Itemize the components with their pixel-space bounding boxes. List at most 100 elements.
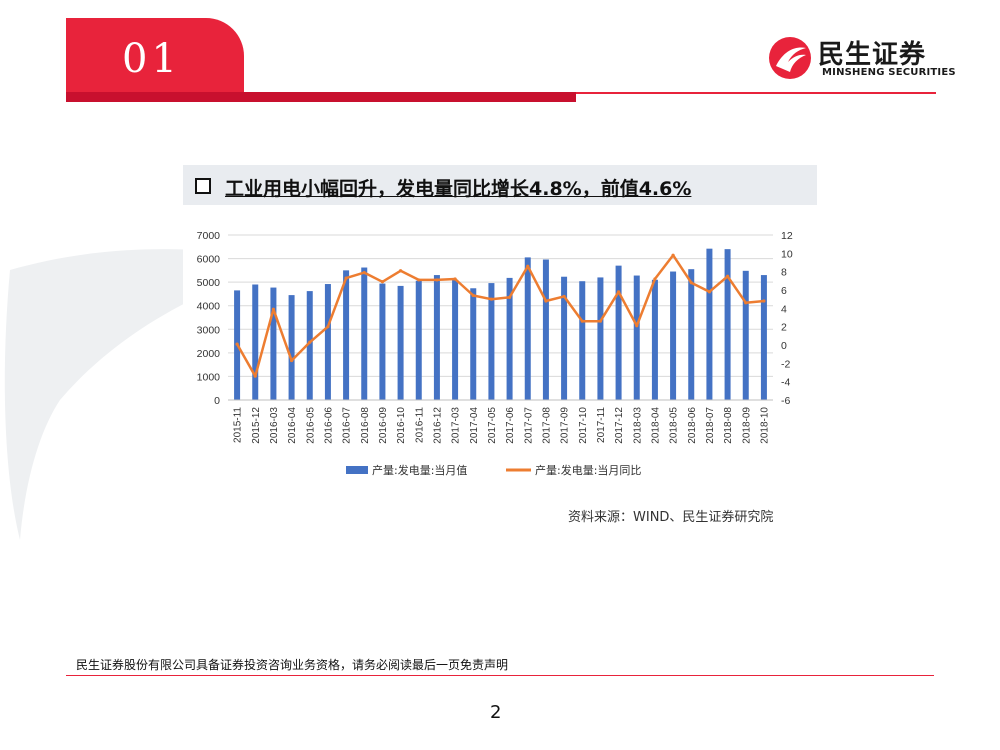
legend-line-label: 产量:发电量:当月同比 (535, 463, 641, 477)
background-swoosh-watermark (4, 249, 291, 540)
page-number: 2 (490, 702, 502, 723)
line-point (235, 342, 239, 346)
line-point (453, 277, 457, 281)
bar (252, 284, 259, 400)
bar (415, 280, 422, 400)
line-point (653, 277, 657, 281)
bar (597, 277, 604, 400)
x-tick-label: 2015-12 (251, 407, 262, 444)
section-number: 01 (122, 36, 181, 82)
x-tick-label: 2016-12 (432, 407, 443, 444)
series-line (236, 253, 765, 378)
x-tick-label: 2016-06 (323, 407, 334, 444)
bar (488, 283, 495, 400)
line-point (526, 264, 530, 268)
x-tick-label: 2018-09 (741, 407, 752, 444)
y-left-tick-label: 2000 (197, 348, 221, 360)
y-left-tick-label: 7000 (197, 230, 221, 242)
x-tick-label: 2017-07 (523, 407, 534, 444)
x-tick-label: 2017-04 (469, 407, 480, 444)
x-tick-label: 2017-05 (487, 407, 498, 444)
x-tick-label: 2016-04 (287, 407, 298, 444)
line-point (689, 281, 693, 285)
y-right-tick-label: 4 (781, 303, 787, 315)
bar (397, 285, 404, 400)
bar (270, 287, 277, 400)
legend-bar-label: 产量:发电量:当月值 (372, 463, 467, 477)
bar (724, 249, 731, 400)
y-right-tick-label: 2 (781, 322, 787, 334)
legend-bar-swatch (346, 466, 368, 474)
line-point (308, 340, 312, 344)
y-left-tick-label: 4000 (197, 301, 221, 313)
line-point (253, 374, 257, 378)
x-tick-label: 2016-08 (360, 407, 371, 444)
line-point (362, 270, 366, 275)
x-tick-label: 2017-03 (451, 407, 462, 444)
x-tick-label: 2018-07 (705, 407, 716, 444)
section-tab (66, 18, 244, 92)
line-point (562, 294, 566, 299)
bar (688, 269, 695, 400)
bar (542, 259, 549, 400)
x-tick-label: 2017-12 (614, 407, 625, 444)
line-point (762, 299, 766, 303)
x-tick-label: 2018-10 (759, 407, 770, 444)
line-point (344, 276, 348, 280)
y-right-tick-label: -4 (781, 377, 790, 389)
x-tick-label: 2016-03 (269, 407, 280, 444)
y-right-tick-label: 8 (781, 267, 787, 279)
bar (651, 279, 658, 400)
footer-rule (66, 675, 934, 676)
footer-disclaimer: 民生证券股份有限公司具备证券投资咨询业务资格，请务必阅读最后一页免责声明 (76, 658, 509, 672)
x-tick-label: 2016-07 (342, 407, 353, 444)
header-rule-thick (66, 92, 576, 102)
line-point (725, 274, 730, 278)
slide-title-box (183, 165, 817, 205)
logo-english-name: MINSHENG SECURITIES (822, 67, 956, 78)
x-tick-label: 2018-03 (632, 407, 643, 444)
x-tick-label: 2018-05 (669, 407, 680, 444)
x-tick-label: 2016-11 (414, 407, 425, 443)
line-point (616, 290, 621, 294)
bar (670, 271, 677, 400)
bar (615, 265, 622, 400)
x-tick-label: 2016-09 (378, 407, 389, 444)
line-point (635, 324, 639, 328)
bar (706, 248, 713, 400)
bar (561, 276, 568, 400)
bar (343, 270, 350, 400)
line-point (471, 293, 475, 298)
y-right-tick-label: -6 (781, 395, 790, 407)
line-point (707, 290, 712, 294)
line-point (580, 319, 584, 323)
bar (524, 257, 531, 400)
line-point (598, 319, 603, 323)
y-left-tick-label: 3000 (197, 324, 221, 336)
bar (760, 275, 767, 400)
x-tick-label: 2017-09 (560, 407, 571, 444)
x-tick-label: 2017-10 (578, 407, 589, 444)
header-rule-thin (576, 92, 936, 94)
source-note: 资料来源：WIND、民生证券研究院 (568, 510, 774, 525)
line-point (544, 299, 548, 303)
x-tick-label: 2016-05 (305, 407, 316, 444)
x-tick-label: 2018-08 (723, 407, 734, 444)
x-tick-label: 2018-06 (687, 407, 698, 444)
slide-title: 工业用电小幅回升，发电量同比增长4.8%，前值4.6% (225, 178, 692, 200)
y-left-tick-label: 6000 (197, 254, 221, 266)
bar (361, 267, 368, 400)
y-right-tick-label: -2 (781, 358, 790, 370)
bar (452, 279, 459, 400)
y-right-tick-label: 10 (781, 248, 793, 260)
y-left-tick-label: 0 (214, 395, 220, 407)
line-point (271, 307, 276, 311)
y-right-tick-label: 6 (781, 285, 787, 297)
x-tick-label: 2016-10 (396, 407, 407, 444)
bar (433, 275, 440, 400)
line-point (744, 301, 748, 305)
line-point (435, 278, 439, 282)
bar (470, 288, 477, 400)
x-tick-label: 2017-11 (596, 407, 607, 443)
power-generation-chart: 0 1000 2000 3000 4000 5000 6000 7000 -6 -4 -2 0 2 4 6 8… (197, 230, 793, 477)
